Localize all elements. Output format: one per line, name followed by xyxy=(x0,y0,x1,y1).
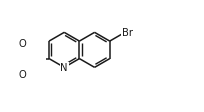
Text: O: O xyxy=(19,69,27,79)
Text: N: N xyxy=(60,63,68,73)
Text: O: O xyxy=(19,39,27,49)
Text: Br: Br xyxy=(122,28,133,38)
